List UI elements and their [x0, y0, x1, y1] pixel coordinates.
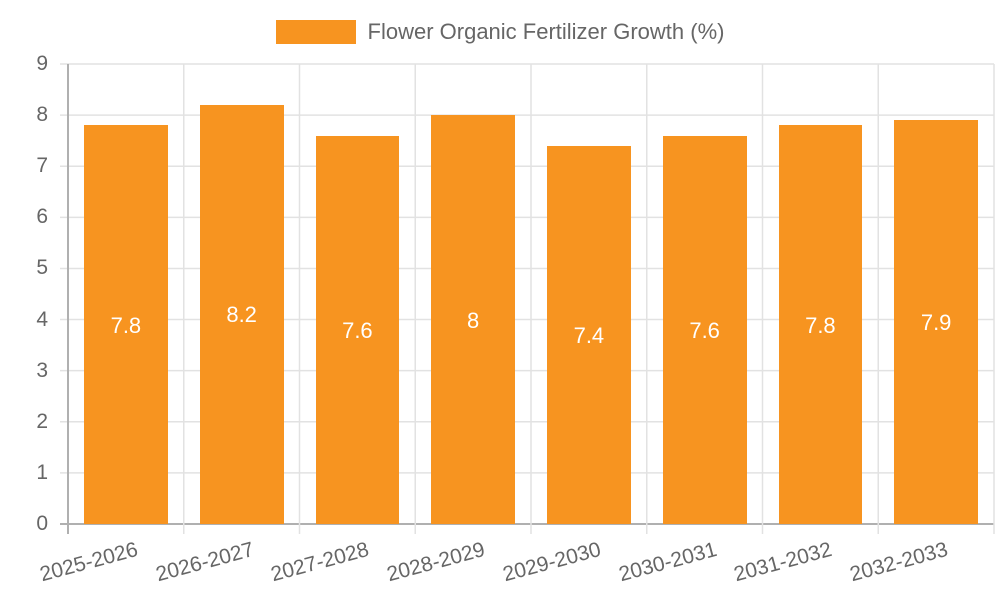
y-tick-label: 4 — [36, 307, 48, 331]
bar[interactable]: 7.9 — [894, 120, 978, 524]
y-tick-label: 7 — [36, 154, 48, 178]
bar[interactable]: 8 — [431, 115, 515, 524]
bar[interactable]: 7.6 — [315, 135, 400, 524]
bar-value-label: 7.8 — [805, 312, 836, 338]
bar[interactable]: 7.8 — [84, 125, 168, 524]
legend-label: Flower Organic Fertilizer Growth (%) — [367, 19, 725, 44]
y-tick-label: 1 — [36, 460, 48, 484]
legend-swatch — [275, 20, 356, 44]
y-tick-label: 5 — [36, 256, 48, 280]
y-tick-label: 8 — [36, 103, 48, 127]
y-tick-label: 0 — [36, 512, 48, 535]
bar-value-label: 7.4 — [573, 322, 605, 348]
y-tick-label: 3 — [36, 358, 48, 382]
bar-value-label: 7.6 — [342, 317, 373, 343]
y-tick-label: 6 — [36, 205, 48, 229]
bar-value-label: 7.9 — [920, 310, 952, 336]
bar-value-label: 8 — [467, 307, 480, 333]
legend[interactable]: Flower Organic Fertilizer Growth (%) — [0, 19, 1000, 45]
bar[interactable]: 8.2 — [199, 104, 284, 524]
bar-value-label: 8.2 — [226, 302, 257, 328]
bar[interactable]: 7.4 — [547, 145, 631, 524]
bar[interactable]: 7.8 — [778, 125, 863, 524]
bar[interactable]: 7.6 — [662, 135, 747, 524]
y-tick-label: 2 — [36, 409, 48, 433]
y-tick-label: 9 — [36, 52, 48, 75]
bar-value-label: 7.8 — [110, 312, 142, 338]
bar-value-label: 7.6 — [689, 317, 720, 343]
